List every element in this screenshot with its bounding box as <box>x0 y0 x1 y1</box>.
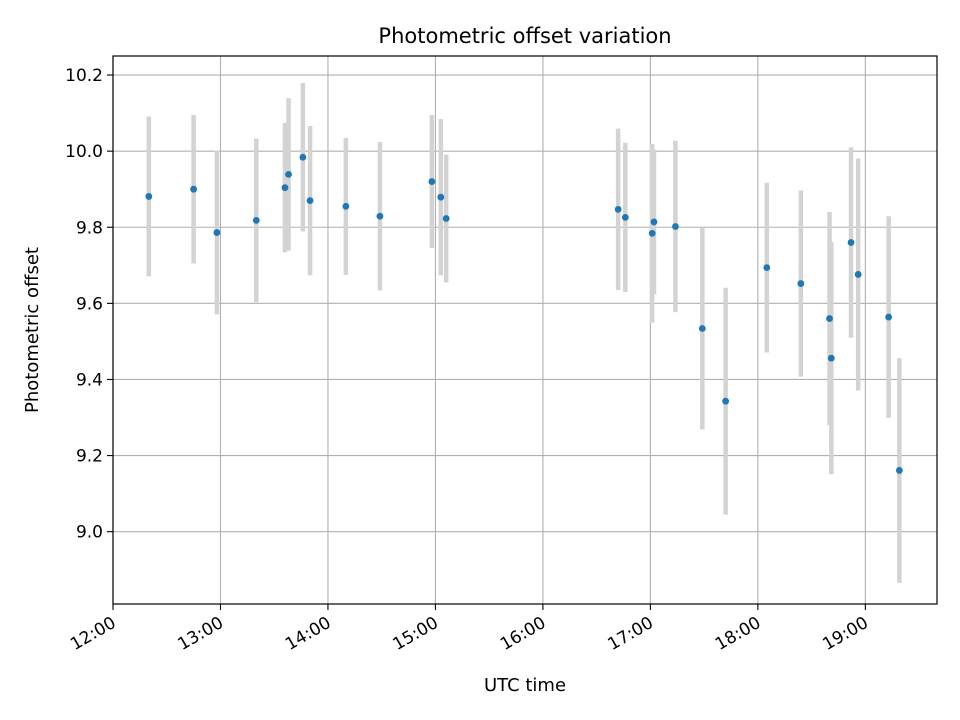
data-point <box>145 193 153 200</box>
data-point <box>428 178 436 185</box>
data-point <box>342 202 350 210</box>
y-tick-label: 9.8 <box>76 218 103 238</box>
data-point <box>285 170 292 178</box>
data-point <box>376 212 384 220</box>
y-tick-label: 9.4 <box>76 370 103 390</box>
y-tick-label: 10.2 <box>65 66 103 86</box>
data-point <box>281 184 289 192</box>
data-point <box>722 397 730 405</box>
chart-title: Photometric offset variation <box>378 24 671 48</box>
x-axis-label: UTC time <box>484 675 566 696</box>
data-point <box>437 193 445 201</box>
data-point <box>763 264 771 271</box>
data-point <box>895 467 903 474</box>
data-point <box>648 229 656 237</box>
y-axis-ticks: 9.0 9.2 9.4 9.6 9.8 10.0 10.2 <box>65 66 113 543</box>
y-tick-label: 9.2 <box>76 447 103 467</box>
data-point <box>299 153 307 161</box>
data-point <box>826 315 833 322</box>
data-point <box>698 325 706 332</box>
plot-frame <box>112 55 938 605</box>
y-tick-label: 9.0 <box>76 523 103 543</box>
point-layer <box>145 153 903 474</box>
data-point <box>213 229 221 236</box>
data-point <box>847 239 855 246</box>
y-axis-label: Photometric offset <box>22 247 43 413</box>
data-point <box>672 223 679 230</box>
data-point <box>442 215 450 222</box>
data-point <box>797 280 805 287</box>
data-point <box>885 313 893 321</box>
data-point <box>854 271 862 278</box>
y-tick-label: 10.0 <box>65 142 103 162</box>
data-point <box>306 197 314 205</box>
data-point <box>614 205 622 213</box>
data-point <box>252 217 260 224</box>
data-point <box>650 218 658 226</box>
y-tick-label: 9.6 <box>76 294 103 314</box>
data-point <box>190 185 198 193</box>
data-point <box>827 354 835 362</box>
data-point <box>621 213 629 221</box>
